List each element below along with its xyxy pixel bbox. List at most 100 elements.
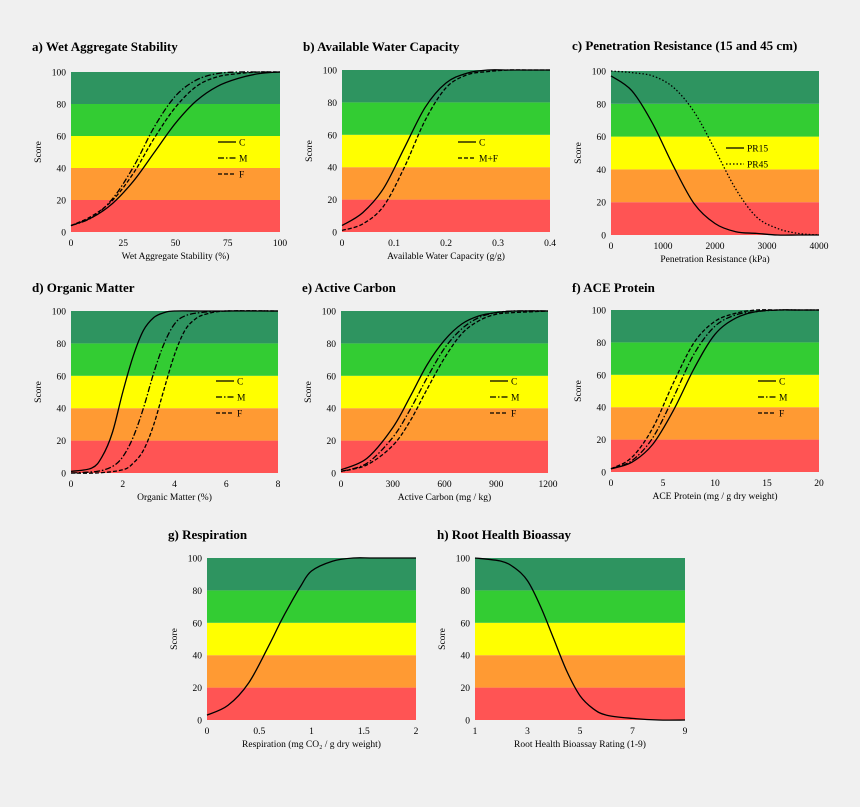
chart-e: e) Active Carbon 0 20 40 60 80 100 0 300 600 900 12… xyxy=(302,280,558,503)
x-axis-label: Active Carbon (mg / kg) xyxy=(398,492,491,503)
score-band xyxy=(71,136,280,168)
score-band xyxy=(611,342,819,375)
y-tick-label: 20 xyxy=(57,197,67,207)
series-line-pr45 xyxy=(610,70,820,236)
score-band xyxy=(341,343,548,376)
score-band xyxy=(475,590,685,623)
y-tick-label: 20 xyxy=(327,437,337,447)
series-line-c xyxy=(340,310,549,471)
x-tick-label: 2 xyxy=(414,727,419,737)
y-tick-label: 20 xyxy=(461,684,471,694)
legend-label: F xyxy=(237,410,242,420)
chart-title: b) Available Water Capacity xyxy=(303,39,460,54)
series-line-m-f xyxy=(341,69,550,232)
y-tick-label: 40 xyxy=(461,652,471,662)
y-tick-label: 60 xyxy=(57,372,67,382)
x-axis-label: Penetration Resistance (kPa) xyxy=(660,254,769,265)
score-band xyxy=(71,343,278,376)
y-tick-label: 60 xyxy=(327,372,337,382)
y-tick-label: 0 xyxy=(61,229,66,239)
y-tick-label: 0 xyxy=(331,470,336,480)
score-band xyxy=(341,311,548,344)
legend-label: F xyxy=(239,171,244,181)
y-tick-label: 80 xyxy=(193,587,203,597)
x-tick-label: 10 xyxy=(710,479,720,489)
y-tick-label: 60 xyxy=(57,133,67,143)
x-axis-label: Respiration (mg CO₂ / g dry weight) xyxy=(242,739,381,750)
y-tick-label: 0 xyxy=(601,232,606,242)
y-tick-label: 0 xyxy=(197,717,202,727)
series-line-f xyxy=(70,71,281,227)
legend-label: PR15 xyxy=(747,145,768,155)
score-band xyxy=(611,71,819,104)
y-axis-label: Score xyxy=(574,380,584,402)
x-tick-label: 0.3 xyxy=(492,239,504,249)
y-tick-label: 0 xyxy=(465,717,470,727)
legend-label: F xyxy=(511,410,516,420)
score-band xyxy=(611,439,819,472)
legend-label: C xyxy=(237,378,243,388)
score-band xyxy=(207,558,416,591)
x-tick-label: 75 xyxy=(223,239,233,249)
y-tick-label: 0 xyxy=(601,469,606,479)
x-tick-label: 2000 xyxy=(706,242,725,252)
score-band xyxy=(207,622,416,656)
y-tick-label: 20 xyxy=(328,196,338,206)
y-tick-label: 40 xyxy=(597,166,607,176)
score-band xyxy=(71,104,280,136)
x-tick-label: 300 xyxy=(386,480,401,490)
legend-label: C xyxy=(511,378,517,388)
y-tick-label: 100 xyxy=(52,69,67,79)
x-axis-label: Organic Matter (%) xyxy=(137,492,212,503)
y-tick-label: 60 xyxy=(597,133,607,143)
score-band xyxy=(475,687,685,720)
score-band xyxy=(611,310,819,343)
x-axis-label: ACE Protein (mg / g dry weight) xyxy=(652,491,777,502)
y-tick-label: 80 xyxy=(597,339,607,349)
legend-label: M+F xyxy=(479,155,498,165)
y-tick-label: 100 xyxy=(323,67,338,77)
x-tick-label: 6 xyxy=(224,480,229,490)
x-tick-label: 0.1 xyxy=(388,239,400,249)
score-band xyxy=(611,407,819,440)
score-band xyxy=(341,440,548,473)
y-tick-label: 80 xyxy=(328,99,338,109)
x-tick-label: 4 xyxy=(172,480,177,490)
score-band xyxy=(341,375,548,409)
score-band xyxy=(207,687,416,720)
legend-label: PR45 xyxy=(747,161,768,171)
y-tick-label: 100 xyxy=(456,555,471,565)
score-band xyxy=(611,169,819,203)
x-tick-label: 0.2 xyxy=(440,239,452,249)
y-tick-label: 100 xyxy=(592,68,607,78)
y-tick-label: 20 xyxy=(193,684,203,694)
legend-label: C xyxy=(779,378,785,388)
y-axis-label: Score xyxy=(305,140,315,162)
score-band xyxy=(611,136,819,170)
legend-label: M xyxy=(779,394,788,404)
x-tick-label: 5 xyxy=(661,479,666,489)
score-band xyxy=(475,558,685,591)
y-tick-label: 100 xyxy=(322,308,337,318)
y-tick-label: 80 xyxy=(597,100,607,110)
x-tick-label: 0.4 xyxy=(544,239,556,249)
series-line-c xyxy=(341,69,550,227)
chart-title: h) Root Health Bioassay xyxy=(437,527,571,542)
x-tick-label: 2 xyxy=(120,480,125,490)
x-axis-label: Wet Aggregate Stability (%) xyxy=(122,251,230,262)
series-line-m xyxy=(70,310,279,474)
y-tick-label: 20 xyxy=(57,437,67,447)
score-band xyxy=(71,168,280,200)
x-tick-label: 15 xyxy=(762,479,772,489)
x-tick-label: 7 xyxy=(630,727,635,737)
chart-title: d) Organic Matter xyxy=(32,280,135,295)
score-band xyxy=(342,70,550,103)
x-tick-label: 1 xyxy=(473,727,478,737)
legend-label: M xyxy=(239,155,248,165)
series-line-c xyxy=(70,310,278,473)
chart-title: e) Active Carbon xyxy=(302,280,397,295)
y-tick-label: 40 xyxy=(328,164,338,174)
chart-h: h) Root Health Bioassay 0 20 40 60 80 100 1 3 5 7 9… xyxy=(437,527,688,750)
x-tick-label: 4000 xyxy=(810,242,829,252)
